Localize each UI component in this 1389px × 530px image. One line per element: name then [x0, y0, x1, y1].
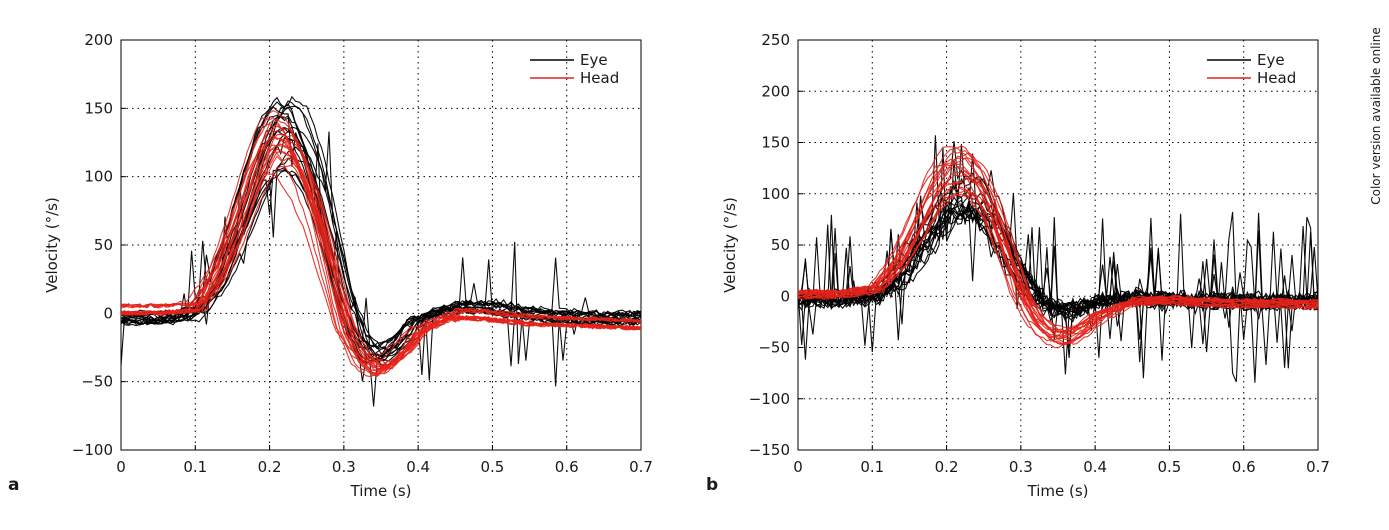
- y-tick-label: 50: [771, 236, 790, 254]
- series-line-eye: [798, 141, 1318, 349]
- x-tick-label: 0: [116, 458, 126, 476]
- sidebar-note-text: Color version available online: [1369, 27, 1383, 205]
- series-line-eye: [121, 168, 641, 387]
- series-line-head: [798, 193, 1318, 332]
- chart-panel-b: 0 0.1 0.2 0.3 0.4 0.5 0.6 0.7 −150 −100 −50 0 50 100 1…: [706, 31, 1330, 500]
- x-tick-label: 0.6: [1232, 458, 1256, 476]
- panel-label: a: [8, 475, 19, 495]
- y-tick-label: −50: [81, 373, 113, 391]
- x-tick-label: 0.7: [629, 458, 653, 476]
- y-tick-label: 150: [84, 99, 113, 117]
- series-line-head: [121, 151, 641, 368]
- x-tick-label: 0.5: [480, 458, 504, 476]
- y-tick-label: 100: [761, 185, 790, 203]
- y-tick-label: 50: [94, 236, 113, 254]
- x-tick-label: 0.3: [1009, 458, 1033, 476]
- y-axis-label: Velocity (°/s): [43, 197, 61, 293]
- y-tick-label: −100: [749, 390, 790, 408]
- y-tick-label: 0: [780, 287, 790, 305]
- legend-label-eye: Eye: [580, 51, 608, 69]
- legend-label-head: Head: [580, 69, 619, 87]
- y-tick-label: 250: [761, 31, 790, 49]
- x-tick-label: 0.4: [406, 458, 430, 476]
- y-tick-label: 0: [103, 304, 113, 322]
- x-tick-label: 0.7: [1306, 458, 1330, 476]
- legend-label-head: Head: [1257, 69, 1296, 87]
- x-tick-label: 0.4: [1083, 458, 1107, 476]
- x-axis-label: Time (s): [1027, 482, 1089, 500]
- y-tick-label: −100: [72, 441, 113, 459]
- x-tick-label: 0.5: [1157, 458, 1181, 476]
- chart-panel-a: 0 0.1 0.2 0.3 0.4 0.5 0.6 0.7 −100 −50 0 50 100 150 20…: [8, 31, 653, 500]
- x-tick-label: 0.2: [258, 458, 282, 476]
- series-line-head: [798, 186, 1318, 333]
- panel-label: b: [706, 475, 718, 495]
- traces: [798, 135, 1318, 383]
- series-line-head: [798, 162, 1318, 342]
- x-tick-label: 0.6: [555, 458, 579, 476]
- series-line-head: [121, 144, 641, 370]
- x-tick-label: 0: [793, 458, 803, 476]
- y-tick-label: 200: [761, 82, 790, 100]
- x-tick-label: 0.1: [860, 458, 884, 476]
- x-axis-label: Time (s): [350, 482, 412, 500]
- sidebar-note: Color version available online: [1366, 16, 1386, 216]
- series-line-head: [121, 145, 641, 366]
- y-tick-label: 100: [84, 168, 113, 186]
- y-tick-label: 200: [84, 31, 113, 49]
- traces: [121, 95, 641, 407]
- x-tick-label: 0.2: [935, 458, 959, 476]
- x-tick-label: 0.3: [332, 458, 356, 476]
- series-line-head: [798, 165, 1318, 339]
- legend-label-eye: Eye: [1257, 51, 1285, 69]
- y-tick-label: −150: [749, 441, 790, 459]
- y-axis-label: Velocity (°/s): [721, 197, 739, 293]
- y-tick-label: 150: [761, 134, 790, 152]
- y-tick-label: −50: [758, 339, 790, 357]
- x-tick-label: 0.1: [183, 458, 207, 476]
